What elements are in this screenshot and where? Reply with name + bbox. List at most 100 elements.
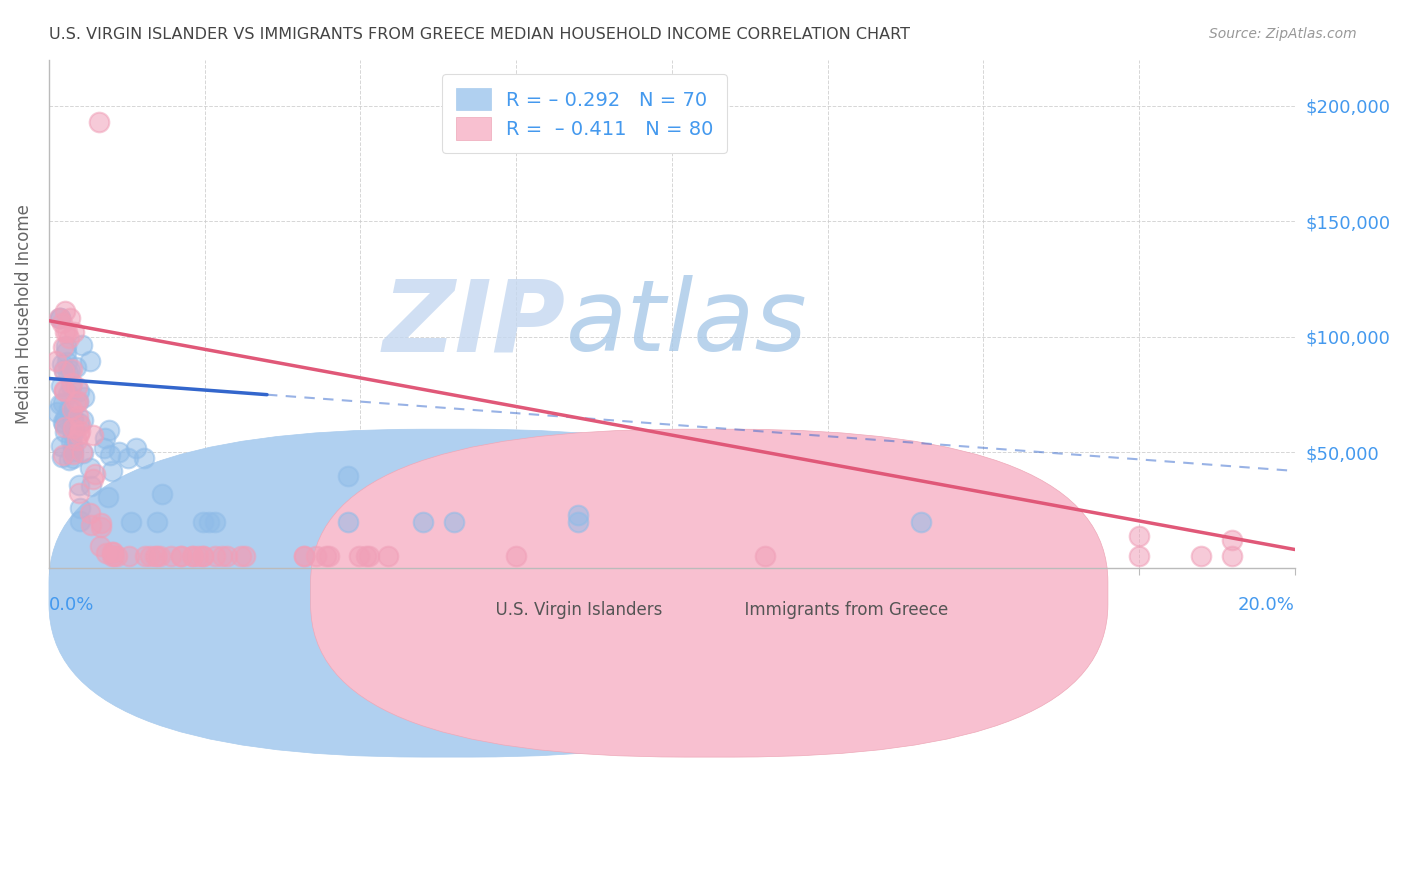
Point xyxy=(55,339,77,353)
FancyBboxPatch shape xyxy=(311,429,1108,757)
Point xyxy=(53,304,76,318)
Point xyxy=(53,425,76,440)
Point xyxy=(187,549,209,564)
Point xyxy=(59,311,82,326)
Point xyxy=(100,449,122,463)
Point xyxy=(48,311,70,326)
Point xyxy=(69,485,91,500)
Point xyxy=(1222,549,1244,564)
Point xyxy=(910,515,932,529)
Point xyxy=(89,539,111,553)
Point xyxy=(567,515,589,529)
Point xyxy=(117,451,139,466)
Point xyxy=(62,421,84,435)
Point xyxy=(356,549,378,564)
Point xyxy=(66,380,89,394)
Point xyxy=(336,515,359,529)
Point xyxy=(181,549,204,564)
Point xyxy=(52,417,75,431)
Point xyxy=(49,397,72,411)
Point xyxy=(80,479,103,493)
Point xyxy=(292,549,315,564)
Point xyxy=(58,331,80,345)
Point xyxy=(160,549,183,564)
Text: Immigrants from Greece: Immigrants from Greece xyxy=(734,601,949,619)
Text: atlas: atlas xyxy=(567,276,807,373)
Point xyxy=(48,311,70,326)
Point xyxy=(146,515,169,529)
Point xyxy=(146,549,169,564)
Point xyxy=(318,549,340,564)
Point xyxy=(58,387,80,401)
Point xyxy=(90,520,112,534)
Point xyxy=(79,354,101,368)
Point xyxy=(357,549,380,564)
Point xyxy=(53,364,76,378)
Point xyxy=(53,362,76,376)
Point xyxy=(80,518,103,533)
Point xyxy=(53,383,76,397)
Point xyxy=(101,545,124,559)
Point xyxy=(94,546,117,560)
Point xyxy=(56,325,79,339)
Text: U.S. Virgin Islanders: U.S. Virgin Islanders xyxy=(485,601,662,619)
Point xyxy=(53,420,76,434)
Point xyxy=(60,378,83,392)
Point xyxy=(120,515,142,529)
Point xyxy=(315,549,337,564)
Point xyxy=(412,515,434,529)
Point xyxy=(59,362,82,376)
Point xyxy=(62,420,84,434)
Point xyxy=(67,426,90,441)
Point xyxy=(118,549,141,564)
Point xyxy=(105,549,128,564)
Point xyxy=(347,549,370,564)
Point xyxy=(67,409,90,423)
Point xyxy=(211,549,233,564)
Point xyxy=(134,549,156,564)
Point xyxy=(58,401,80,416)
Point xyxy=(65,360,87,375)
Text: Source: ZipAtlas.com: Source: ZipAtlas.com xyxy=(1209,27,1357,41)
Point xyxy=(90,516,112,530)
Point xyxy=(443,515,465,529)
Point xyxy=(191,515,214,529)
Point xyxy=(45,405,67,419)
Point xyxy=(56,354,79,368)
Point xyxy=(83,467,105,482)
Point xyxy=(69,501,91,516)
Point xyxy=(49,379,72,393)
Point xyxy=(62,413,84,427)
Point xyxy=(294,549,316,564)
Point xyxy=(1222,533,1244,548)
Point xyxy=(55,345,77,359)
Point xyxy=(51,450,73,465)
Point xyxy=(125,441,148,455)
Point xyxy=(1128,528,1150,542)
Point xyxy=(204,515,226,529)
Point xyxy=(53,384,76,398)
Point xyxy=(204,549,226,564)
Point xyxy=(149,549,172,564)
Point xyxy=(79,460,101,475)
Point xyxy=(63,326,86,340)
Point xyxy=(101,549,124,564)
Point xyxy=(93,441,115,455)
Text: U.S. VIRGIN ISLANDER VS IMMIGRANTS FROM GREECE MEDIAN HOUSEHOLD INCOME CORRELATI: U.S. VIRGIN ISLANDER VS IMMIGRANTS FROM … xyxy=(49,27,910,42)
Point xyxy=(73,390,96,404)
Point xyxy=(66,433,89,447)
Point xyxy=(65,395,87,409)
Point xyxy=(1128,549,1150,564)
Point xyxy=(505,549,527,564)
Point xyxy=(197,515,219,529)
Point xyxy=(143,549,166,564)
Point xyxy=(336,468,359,483)
Point xyxy=(69,425,91,439)
Point xyxy=(215,549,238,564)
Text: 20.0%: 20.0% xyxy=(1237,596,1295,614)
Point xyxy=(101,464,124,478)
Point xyxy=(79,506,101,520)
Point xyxy=(70,445,93,459)
Point xyxy=(305,549,328,564)
Point xyxy=(139,549,162,564)
